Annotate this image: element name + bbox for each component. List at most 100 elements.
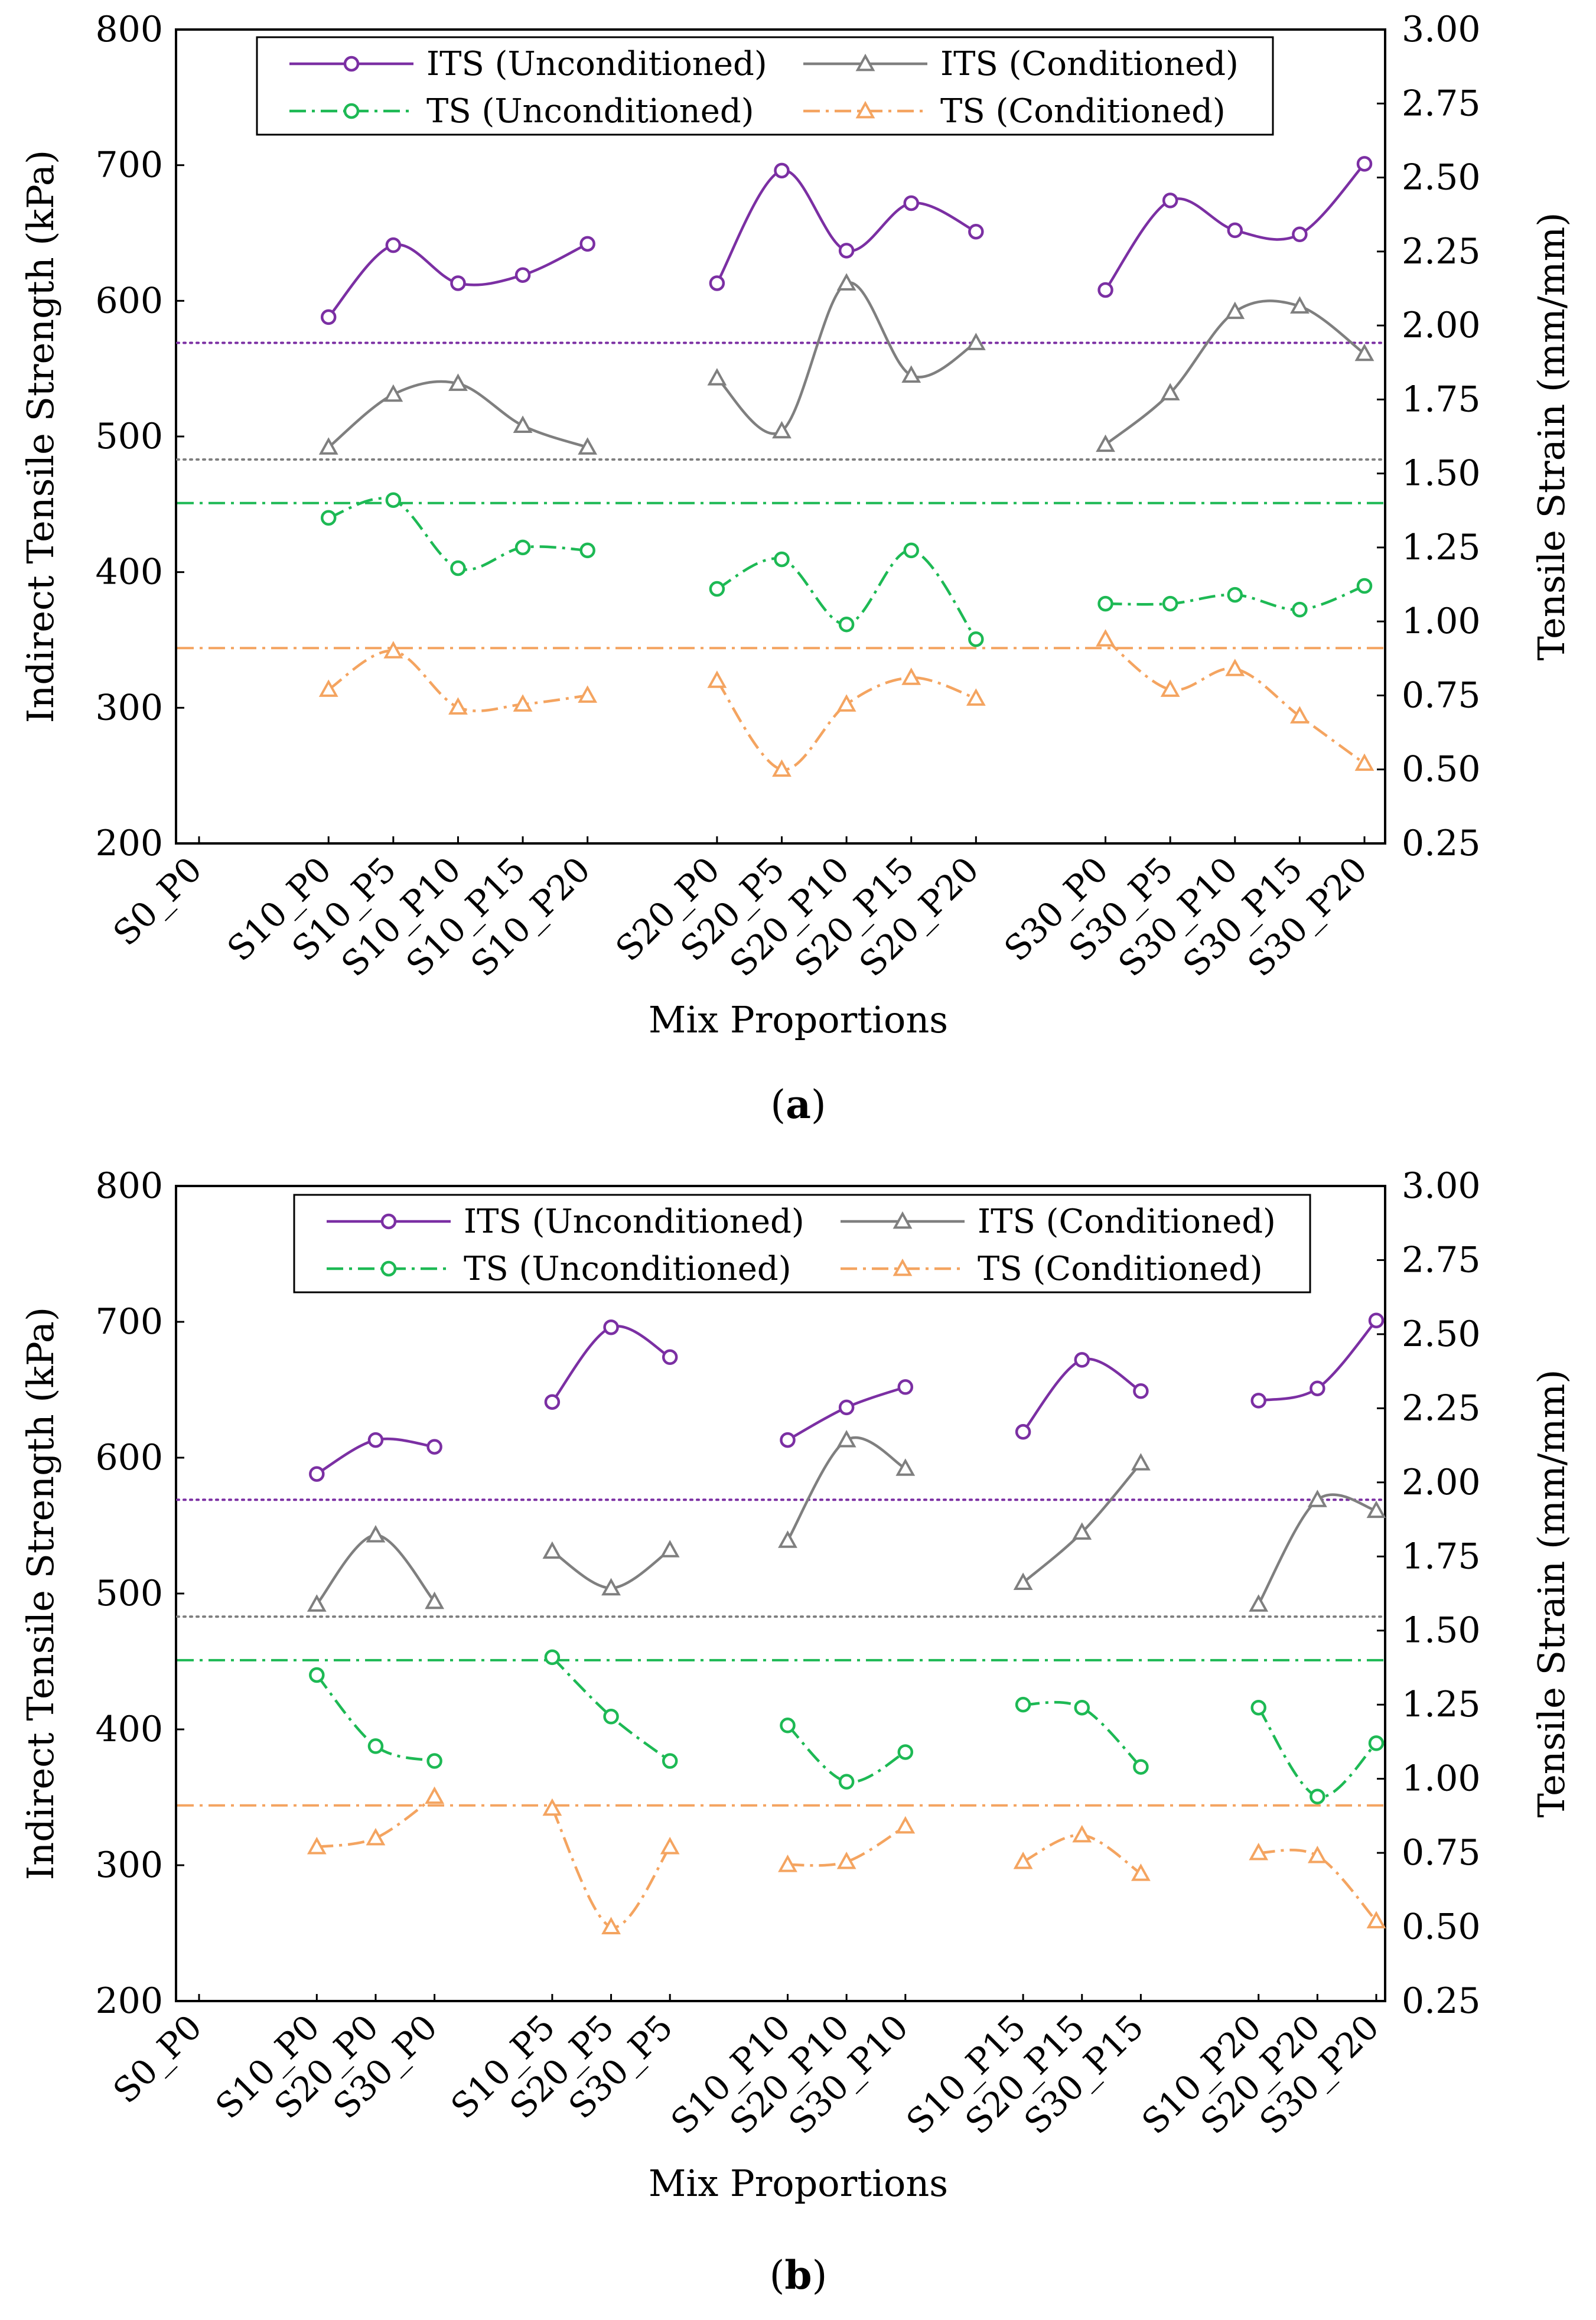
data-point: [1015, 1424, 1031, 1440]
y2-axis-title: Tensile Strain (mm/mm): [1530, 1370, 1573, 1818]
legend-label: TS (Unconditioned): [426, 92, 754, 131]
data-point: [513, 415, 533, 434]
data-point: [425, 1591, 444, 1609]
data-point: [1366, 1500, 1386, 1519]
data-point: [1013, 1572, 1033, 1590]
y2-tick-label: 1.00: [1402, 1758, 1481, 1800]
y2-tick-label: 2.00: [1402, 1462, 1481, 1503]
series-line: [1105, 299, 1366, 446]
data-point: [385, 237, 402, 253]
legend-swatch-marker: [855, 53, 875, 71]
data-point: [448, 373, 468, 391]
data-point: [897, 1744, 914, 1760]
y-tick-label: 400: [95, 1709, 163, 1750]
y2-tick-label: 0.25: [1402, 1980, 1481, 2022]
data-point: [901, 365, 921, 383]
legend-label: TS (Conditioned): [978, 1250, 1263, 1288]
data-point: [320, 510, 337, 526]
data-point: [1289, 296, 1310, 314]
data-point: [309, 1667, 325, 1683]
y2-tick-label: 1.25: [1402, 1684, 1481, 1725]
y-tick-label: 300: [95, 1845, 163, 1886]
data-point: [450, 560, 466, 576]
data-point: [367, 1738, 384, 1754]
y2-tick-label: 1.50: [1402, 1610, 1481, 1651]
data-point: [838, 243, 855, 259]
y-tick-label: 700: [95, 1301, 163, 1343]
series-line: [327, 380, 588, 449]
data-point: [1072, 1824, 1092, 1843]
legend-label: ITS (Conditioned): [940, 45, 1239, 83]
data-point: [579, 542, 595, 559]
series-line: [1022, 1357, 1142, 1433]
y-tick-label: 500: [95, 1573, 163, 1614]
data-point: [1356, 156, 1373, 172]
data-point: [1289, 706, 1310, 724]
legend-swatch-marker: [855, 100, 875, 119]
legend: ITS (Unconditioned) ITS (Conditioned) TS (…: [293, 1194, 1311, 1293]
legend-swatch-marker: [893, 1211, 913, 1229]
y2-tick-label: 0.25: [1402, 823, 1481, 864]
data-point: [1366, 1911, 1386, 1928]
data-point: [367, 1432, 384, 1448]
data-point: [1225, 301, 1245, 320]
data-point: [1249, 1842, 1269, 1860]
data-point: [1307, 1845, 1327, 1863]
data-point: [1133, 1759, 1149, 1775]
series-line: [1105, 638, 1366, 765]
x-axis-title: Mix Proportions: [649, 2162, 948, 2205]
panel-caption: (a): [770, 1081, 826, 1128]
legend-swatch-marker: [343, 56, 360, 72]
y2-tick-label: 2.75: [1402, 83, 1481, 124]
data-point: [838, 1399, 855, 1416]
data-point: [1292, 226, 1308, 243]
data-point: [966, 333, 986, 350]
data-point: [1013, 1852, 1033, 1869]
data-point: [542, 1541, 562, 1559]
data-point: [707, 670, 727, 688]
data-point: [318, 437, 338, 455]
chart-panel-a: 200 300 400 500 600 700 800 0.25 0.50 0.75 1.00 1.2…: [19, 9, 1573, 1128]
data-point: [309, 1466, 325, 1482]
data-point: [774, 551, 790, 568]
y2-tick-label: 3.00: [1402, 9, 1481, 50]
y-tick-label: 200: [95, 1980, 163, 2022]
data-point: [425, 1786, 444, 1804]
data-point: [836, 1852, 856, 1869]
y-tick-label: 500: [95, 416, 163, 457]
y2-tick-label: 1.00: [1402, 601, 1481, 642]
legend-label: TS (Unconditioned): [464, 1250, 792, 1288]
data-point: [660, 1540, 680, 1557]
data-point: [1072, 1522, 1092, 1540]
y2-tick-label: 1.75: [1402, 379, 1481, 420]
data-point: [1310, 1380, 1325, 1396]
data-point: [1227, 586, 1243, 603]
series-line: [1258, 1849, 1377, 1923]
data-point: [1074, 1699, 1090, 1716]
data-point: [544, 1394, 561, 1410]
series-its-unconditioned: [320, 156, 1373, 325]
y2-tick-label: 1.25: [1402, 527, 1481, 568]
data-point: [603, 1709, 619, 1725]
legend-label: ITS (Conditioned): [978, 1203, 1276, 1241]
series-line: [551, 1656, 671, 1762]
data-point: [897, 1379, 914, 1395]
legend-swatch-marker: [893, 1258, 913, 1276]
y-tick-label: 600: [95, 280, 163, 321]
y2-tick-label: 3.00: [1402, 1165, 1481, 1207]
series-line: [315, 1674, 435, 1762]
data-point: [513, 694, 533, 712]
data-point: [968, 631, 984, 647]
legend-label: ITS (Unconditioned): [426, 45, 767, 83]
data-point: [774, 162, 790, 179]
data-point: [1131, 1453, 1151, 1471]
x-tick-label: S0_P0: [105, 2007, 209, 2111]
data-point: [1097, 595, 1113, 612]
series-its-unconditioned: [309, 1312, 1385, 1482]
data-point: [1292, 601, 1308, 618]
caption-open: (: [770, 1082, 786, 1128]
y2-tick-label: 2.00: [1402, 305, 1481, 346]
plot-frame: [175, 1185, 1386, 2002]
data-point: [1131, 1863, 1151, 1881]
data-point: [579, 236, 595, 252]
